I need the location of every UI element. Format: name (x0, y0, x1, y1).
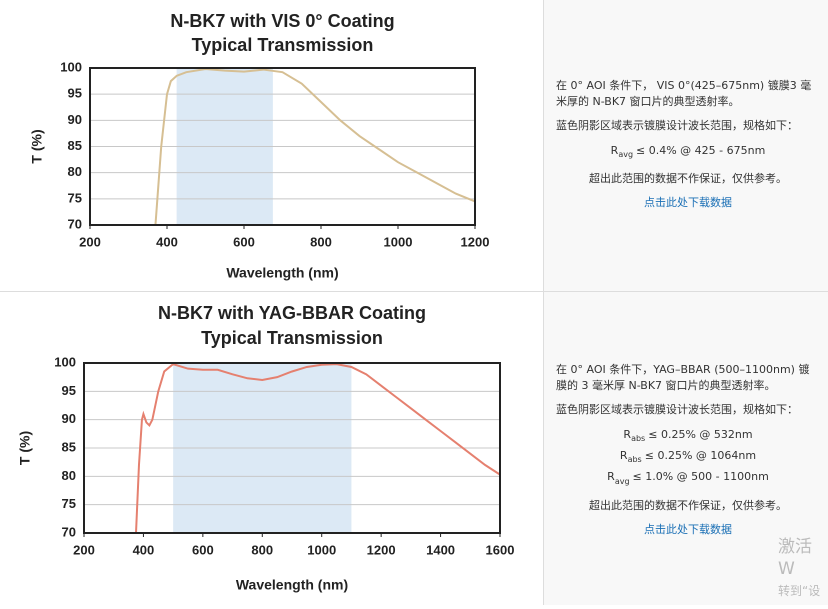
watermark-text: 转到“设 (778, 584, 821, 598)
watermark: 激活 W 转到“设 (778, 536, 828, 602)
y-axis-label: T (%) (29, 129, 45, 163)
plot-frame (89, 67, 476, 226)
spec: Ravg ≤ 1.0% @ 500 - 1100nm (556, 468, 820, 489)
chart: N-BK7 with YAG-BBAR Coating Typical Trans… (17, 303, 515, 593)
y-tick-label: 95 (68, 86, 82, 101)
y-tick-label: 90 (68, 112, 82, 127)
spec-subscript: abs (631, 434, 646, 444)
y-tick-label: 95 (62, 383, 76, 398)
chart-cell: N-BK7 with YAG-BBAR Coating Typical Trans… (0, 292, 544, 605)
disclaimer: 超出此范围的数据不作保证，仅供参考。 (589, 172, 787, 186)
chart-title: N-BK7 with VIS 0° Coating (170, 11, 394, 31)
spec-subscript: abs (627, 455, 642, 465)
chart: N-BK7 with VIS 0° Coating Typical Transmi… (29, 11, 490, 281)
x-axis-label: Wavelength (nm) (226, 265, 338, 281)
x-tick-label: 1000 (307, 542, 336, 557)
x-tick-label: 200 (79, 234, 101, 249)
series-line (135, 363, 501, 534)
x-tick-label: 1600 (486, 542, 515, 557)
y-tick-label: 100 (54, 354, 76, 369)
info-panel: 在 0° AOI 条件下， VIS 0°(425–675nm) 镀膜3 毫米厚的… (544, 0, 828, 292)
y-tick-label: 75 (68, 190, 82, 205)
y-axis-label: T (%) (17, 431, 33, 465)
download-link[interactable]: 点击此处下载数据 (644, 522, 732, 536)
watermark-text: 激活 W (778, 537, 812, 579)
y-tick-label: 80 (62, 468, 76, 483)
y-tick-label: 85 (68, 138, 82, 153)
chart-subtitle: Typical Transmission (192, 35, 374, 55)
plot-frame (83, 362, 501, 534)
chart-title: N-BK7 with YAG-BBAR Coating (158, 303, 426, 323)
spec: Rabs ≤ 0.25% @ 1064nm (556, 447, 820, 468)
spec-subscript: avg (614, 476, 630, 486)
description: 在 0° AOI 条件下，YAG–BBAR (500–1100nm) 镀膜的 3… (556, 363, 810, 392)
x-tick-label: 1000 (384, 234, 413, 249)
chart-cell: N-BK7 with VIS 0° Coating Typical Transmi… (0, 0, 544, 292)
y-tick-label: 80 (68, 164, 82, 179)
x-tick-label: 1200 (461, 234, 490, 249)
download-link[interactable]: 点击此处下载数据 (644, 196, 732, 210)
spec-symbol: R (607, 470, 615, 484)
shade-note: 蓝色阴影区域表示镀膜设计波长范围，规格如下： (556, 119, 798, 132)
y-tick-label: 70 (62, 524, 76, 539)
x-tick-label: 600 (233, 234, 255, 249)
x-tick-label: 1400 (426, 542, 455, 557)
x-tick-label: 800 (310, 234, 332, 249)
chart-subtitle: Typical Transmission (201, 328, 383, 348)
series-line (154, 68, 476, 226)
disclaimer: 超出此范围的数据不作保证，仅供参考。 (589, 498, 787, 512)
spec-symbol: R (623, 428, 632, 441)
shade-note: 蓝色阴影区域表示镀膜设计波长范围，规格如下： (556, 403, 798, 416)
description: 在 0° AOI 条件下， VIS 0°(425–675nm) 镀膜3 毫米厚的… (556, 79, 812, 108)
spec: Rabs ≤ 0.25% @ 532nm (556, 426, 820, 447)
spec-symbol: R (619, 449, 628, 463)
spec-symbol: R (610, 144, 619, 157)
y-tick-label: 85 (62, 439, 76, 454)
info-panel: 在 0° AOI 条件下，YAG–BBAR (500–1100nm) 镀膜的 3… (544, 292, 828, 605)
x-tick-label: 800 (251, 542, 273, 557)
spec-text: ≤ 0.25% @ 1064nm (644, 449, 757, 463)
y-tick-label: 75 (62, 496, 76, 511)
y-tick-label: 100 (60, 59, 82, 74)
x-tick-label: 1200 (367, 542, 396, 557)
y-tick-label: 90 (62, 411, 76, 426)
x-tick-label: 400 (133, 542, 155, 557)
x-tick-label: 400 (156, 234, 178, 249)
x-tick-label: 600 (192, 542, 214, 557)
x-axis-label: Wavelength (nm) (236, 577, 348, 593)
y-tick-label: 70 (68, 216, 82, 231)
spec-text: ≤ 0.25% @ 532nm (648, 428, 753, 441)
spec-subscript: avg (618, 150, 634, 160)
spec: Ravg ≤ 0.4% @ 425 - 675nm (556, 142, 820, 163)
spec-text: ≤ 1.0% @ 500 - 1100nm (632, 470, 769, 484)
x-tick-label: 200 (73, 542, 95, 557)
spec-text: ≤ 0.4% @ 425 - 675nm (636, 144, 766, 157)
